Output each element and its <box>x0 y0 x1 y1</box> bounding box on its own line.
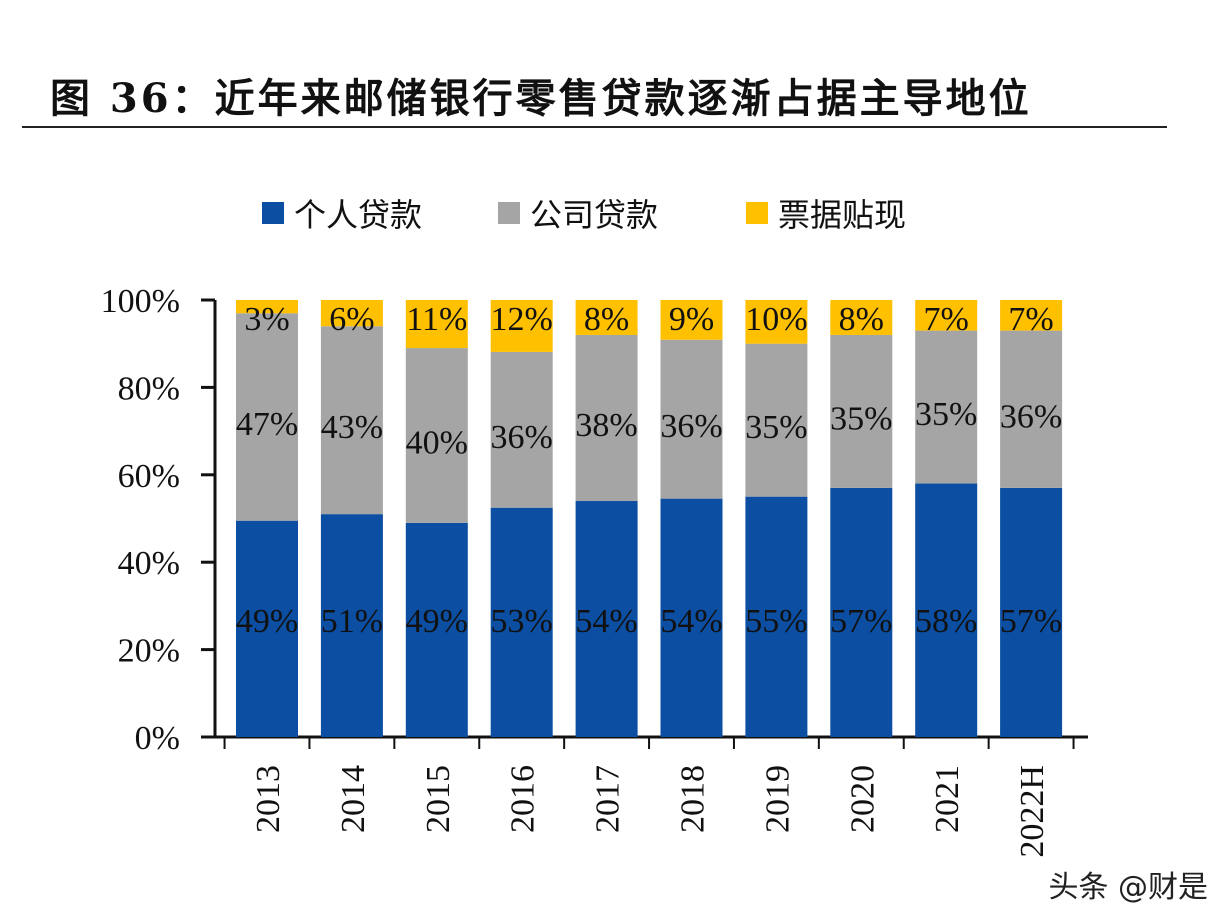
legend-label: 个人贷款 <box>294 196 422 234</box>
y-tick-label: 60% <box>118 458 180 495</box>
bar-segment <box>405 300 468 349</box>
data-label: 12% <box>491 301 553 338</box>
data-label: 53% <box>491 603 553 640</box>
x-tick-label: 2021 <box>929 765 966 833</box>
legend-swatch <box>262 202 284 224</box>
bar-segment <box>915 483 978 737</box>
data-label: 43% <box>321 409 383 446</box>
data-label: 54% <box>575 603 637 640</box>
data-label: 36% <box>1000 398 1062 435</box>
data-label: 6% <box>329 301 374 338</box>
data-label: 35% <box>745 409 807 446</box>
bar-segment <box>575 501 638 737</box>
bar-segment <box>490 300 553 352</box>
data-label: 58% <box>915 603 977 640</box>
bar-segment <box>490 351 553 508</box>
bar-segment <box>830 300 893 335</box>
data-label: 54% <box>660 603 722 640</box>
bar-segment <box>1000 330 1063 488</box>
x-tick-label: 2018 <box>675 765 712 833</box>
bar-segment <box>236 313 298 521</box>
x-tick-label: 2022H <box>1014 765 1051 858</box>
bar-segment <box>575 334 638 502</box>
bar-segment <box>320 300 383 327</box>
data-label: 11% <box>406 301 467 338</box>
bar-segment <box>830 487 893 737</box>
bar-segment <box>1000 487 1063 737</box>
data-label: 36% <box>660 408 722 445</box>
bar-segment <box>236 300 298 314</box>
data-label: 7% <box>1008 301 1053 338</box>
bar-segment <box>745 496 808 737</box>
bar-segment <box>660 498 723 737</box>
data-label: 8% <box>839 301 884 338</box>
title-underline <box>22 126 1167 128</box>
watermark: 头条 @财是 <box>1048 870 1208 905</box>
data-label: 10% <box>745 301 807 338</box>
chart-title: 图 36：近年来邮储银行零售贷款逐渐占据主导地位 <box>50 75 1032 122</box>
bar-segment <box>575 300 638 335</box>
x-tick-label: 2015 <box>420 765 457 833</box>
data-label: 57% <box>1000 603 1062 640</box>
legend-swatch <box>498 202 520 224</box>
x-tick-label: 2020 <box>844 765 881 833</box>
y-tick-label: 100% <box>101 283 180 320</box>
legend-swatch <box>746 202 768 224</box>
y-tick-label: 0% <box>135 720 180 757</box>
data-label: 7% <box>924 301 969 338</box>
x-tick-label: 2013 <box>250 765 287 833</box>
bar-segment <box>405 348 468 523</box>
data-label: 49% <box>236 603 298 640</box>
x-tick-label: 2017 <box>590 765 627 833</box>
bar-segment <box>830 334 893 488</box>
data-label: 36% <box>491 419 553 456</box>
data-label: 47% <box>236 406 298 443</box>
data-label: 40% <box>406 424 468 461</box>
x-tick-label: 2019 <box>759 765 796 833</box>
bar-segment <box>660 300 723 340</box>
legend-label: 公司贷款 <box>530 196 658 234</box>
bar-segment <box>915 300 978 331</box>
bar-segment <box>745 300 808 344</box>
bar-segment <box>660 339 723 499</box>
data-label: 8% <box>584 301 629 338</box>
bar-segment <box>745 343 808 497</box>
data-label: 55% <box>745 603 807 640</box>
bar-segment <box>405 522 468 737</box>
data-label: 3% <box>244 301 289 338</box>
data-label: 51% <box>321 603 383 640</box>
bar-segment <box>320 514 383 737</box>
bar-segment <box>320 326 383 515</box>
data-label: 38% <box>575 407 637 444</box>
x-tick-label: 2014 <box>335 765 372 833</box>
data-label: 49% <box>406 603 468 640</box>
data-label: 57% <box>830 603 892 640</box>
bar-segment <box>1000 300 1063 331</box>
bar-segment <box>915 330 978 484</box>
y-tick-label: 40% <box>118 545 180 582</box>
data-label: 9% <box>669 301 714 338</box>
data-label: 35% <box>915 396 977 433</box>
data-label: 35% <box>830 400 892 437</box>
legend-label: 票据贴现 <box>778 196 906 234</box>
bar-segment <box>490 507 553 737</box>
y-tick-label: 80% <box>118 370 180 407</box>
x-tick-label: 2016 <box>505 765 542 833</box>
bar-segment <box>236 520 298 737</box>
y-tick-label: 20% <box>118 633 180 670</box>
